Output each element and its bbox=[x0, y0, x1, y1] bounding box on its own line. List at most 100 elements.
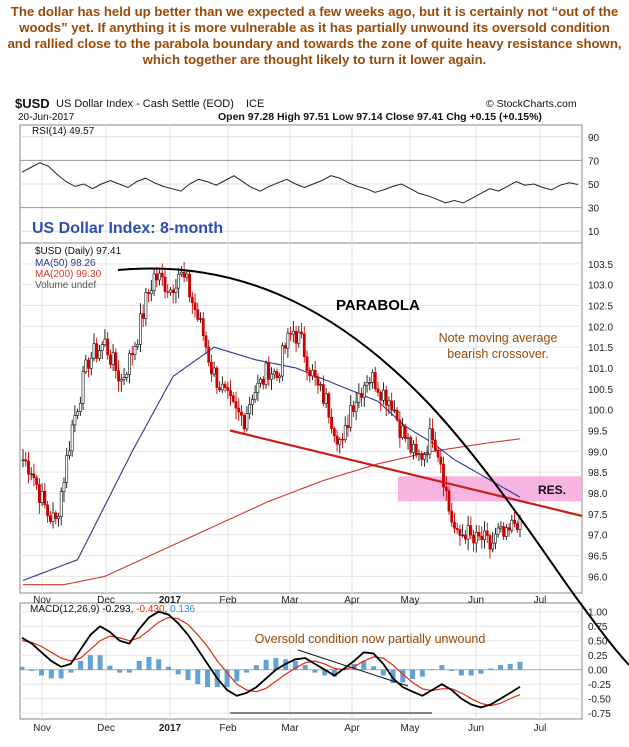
price-candle bbox=[442, 463, 445, 488]
price-candle bbox=[507, 527, 511, 531]
price-candle bbox=[87, 359, 90, 369]
price-candle bbox=[414, 443, 418, 455]
price-y-tick-label: 103.0 bbox=[588, 281, 613, 292]
macd-value: -0.293 bbox=[102, 604, 131, 615]
price-candle bbox=[81, 371, 85, 404]
price-candle bbox=[327, 393, 331, 418]
macd-x-tick-label: 2017 bbox=[159, 723, 182, 734]
price-candle bbox=[270, 373, 273, 380]
price-candle bbox=[114, 352, 118, 371]
macd-histogram-bar bbox=[449, 669, 455, 671]
price-candle bbox=[319, 384, 323, 386]
price-candle bbox=[483, 530, 486, 541]
price-candle bbox=[504, 527, 508, 537]
price-candle bbox=[215, 367, 219, 388]
header-name: US Dollar Index - Cash Settle (EOD) bbox=[56, 98, 234, 110]
price-candle bbox=[433, 439, 437, 451]
price-y-tick-label: 101.0 bbox=[588, 364, 613, 375]
price-candle bbox=[166, 291, 170, 293]
price-y-tick-label: 103.5 bbox=[588, 260, 613, 271]
macd-x-tick-label: Feb bbox=[219, 723, 237, 734]
price-candle bbox=[117, 370, 120, 382]
price-candle bbox=[250, 399, 254, 405]
rsi-y-tick-label: 30 bbox=[588, 204, 600, 215]
price-candle bbox=[256, 382, 260, 393]
price-chart-title: US Dollar Index: 8-month bbox=[32, 220, 223, 237]
macd-histogram-bar bbox=[292, 661, 298, 670]
price-candle bbox=[401, 425, 404, 438]
price-candle bbox=[439, 456, 443, 465]
price-candle bbox=[403, 425, 407, 439]
price-candle bbox=[461, 534, 465, 537]
price-x-tick-label: May bbox=[401, 595, 420, 606]
price-candle bbox=[174, 287, 178, 293]
price-candle bbox=[32, 473, 36, 478]
price-candle bbox=[428, 428, 432, 455]
header-exchange: ICE bbox=[246, 98, 264, 110]
price-candle bbox=[515, 523, 519, 530]
macd-y-tick-label: 0.50 bbox=[588, 637, 608, 648]
rsi-y-tick-label: 70 bbox=[588, 156, 600, 167]
price-x-tick-label: Apr bbox=[344, 595, 360, 606]
macd-histogram-bar bbox=[312, 669, 318, 673]
price-candle bbox=[272, 371, 276, 375]
price-candle bbox=[373, 372, 377, 390]
price-candle bbox=[469, 525, 473, 536]
price-candle bbox=[417, 453, 421, 455]
price-candle bbox=[144, 292, 148, 319]
price-candle bbox=[382, 389, 385, 401]
price-candle bbox=[70, 424, 74, 452]
price-candle bbox=[229, 390, 232, 397]
macd-histogram-bar bbox=[478, 669, 484, 674]
macd-histogram-bar bbox=[497, 665, 503, 670]
price-candle bbox=[343, 425, 347, 440]
macd-y-tick-label: -0.25 bbox=[588, 680, 611, 691]
price-candle bbox=[283, 345, 287, 349]
macd-histogram-bar bbox=[263, 659, 269, 670]
macd-x-tick-label: Jul bbox=[534, 723, 547, 734]
price-candle bbox=[84, 359, 88, 373]
price-candle bbox=[297, 331, 301, 344]
macd-histogram-bar bbox=[78, 661, 84, 670]
macd-histogram-bar bbox=[97, 655, 103, 670]
macd-histogram-bar bbox=[19, 666, 25, 670]
price-candle bbox=[103, 338, 107, 345]
price-candle bbox=[365, 382, 369, 386]
macd-y-tick-label: -0.50 bbox=[588, 695, 611, 706]
macd-histogram-bar bbox=[136, 661, 142, 670]
price-candle bbox=[485, 530, 489, 536]
signal-value: -0.430 bbox=[136, 604, 165, 615]
price-candle bbox=[182, 271, 186, 278]
macd-signal-line bbox=[21, 616, 521, 707]
price-candle bbox=[447, 490, 451, 512]
price-candle bbox=[499, 526, 503, 529]
price-candle bbox=[196, 309, 200, 320]
macd-histogram-bar bbox=[195, 669, 201, 685]
macd-histogram-bar bbox=[400, 669, 406, 683]
price-candle bbox=[89, 357, 93, 369]
price-candle bbox=[300, 331, 303, 335]
price-candle bbox=[455, 527, 459, 530]
price-candle bbox=[395, 409, 399, 421]
price-candle bbox=[444, 486, 448, 491]
price-candle bbox=[376, 388, 380, 393]
price-y-tick-label: 101.5 bbox=[588, 343, 613, 354]
price-candle bbox=[136, 343, 140, 347]
macd-x-tick-label: Dec bbox=[97, 723, 115, 734]
price-y-tick-label: 98.5 bbox=[588, 468, 608, 479]
histogram-value: 0.136 bbox=[170, 604, 195, 615]
price-candle bbox=[341, 439, 344, 441]
price-candle bbox=[163, 276, 167, 292]
price-candle bbox=[177, 273, 181, 289]
macd-histogram-bar bbox=[507, 663, 513, 670]
rsi-y-tick-label: 50 bbox=[588, 180, 600, 191]
price-candle bbox=[245, 413, 249, 430]
price-candle bbox=[392, 409, 396, 412]
price-candle bbox=[160, 272, 164, 278]
price-candle bbox=[212, 367, 216, 375]
price-candle bbox=[357, 392, 361, 403]
price-candle bbox=[324, 393, 328, 404]
macd-histogram-bar bbox=[58, 669, 64, 679]
price-y-tick-label: 97.0 bbox=[588, 531, 608, 542]
